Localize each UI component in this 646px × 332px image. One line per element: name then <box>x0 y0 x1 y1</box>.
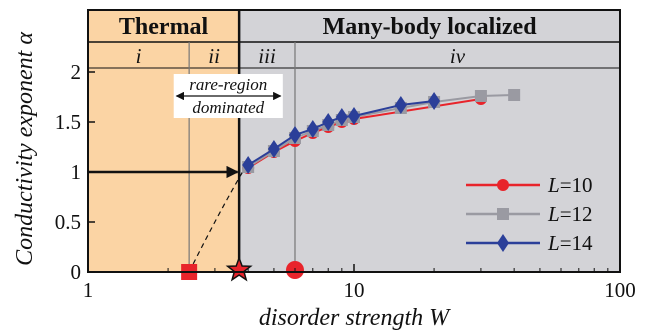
series-2-point-2 <box>288 126 301 144</box>
legend-label-l10-prefix: L <box>547 173 560 197</box>
phase-label-many-body-localized: Many-body localized <box>323 14 538 40</box>
background-layer <box>88 10 620 272</box>
series-layer <box>242 89 521 174</box>
regime-label-ii: ii <box>208 44 220 68</box>
phase-region-1 <box>239 10 620 272</box>
regime-label-i: i <box>136 44 142 68</box>
series-2-point-3 <box>306 120 319 138</box>
series-2-point-8 <box>428 92 441 110</box>
series-2-point-0 <box>242 156 255 174</box>
legend-label-l12-value: =12 <box>560 202 593 226</box>
legend-label-l10: L=10 <box>547 173 593 197</box>
regime-label-iii: iii <box>258 44 276 68</box>
series-1-point-10 <box>508 89 521 101</box>
legend-label-l14-value: =14 <box>560 231 593 255</box>
phase-region-0 <box>88 10 240 272</box>
legend-marker-0 <box>497 179 509 191</box>
x-tick-label-1: 10 <box>344 278 365 302</box>
axes-layer: 0 0.5 1 1.5 2 1 10 100 <box>55 9 636 302</box>
series-2-point-7 <box>394 96 407 114</box>
annotation-line-2: dominated <box>192 98 264 117</box>
series-1-point-9 <box>474 90 487 102</box>
y-tick-label-4: 2 <box>71 60 82 84</box>
phase-label-thermal: Thermal <box>119 14 209 40</box>
x-tick-label-2: 100 <box>604 278 636 302</box>
y-tick-label-1: 0.5 <box>55 210 81 234</box>
x-axis-label: disorder strength W <box>259 305 451 331</box>
legend-marker-1 <box>497 208 509 220</box>
legend-marker-2 <box>497 234 509 252</box>
y-tick-label-0: 0 <box>71 260 82 284</box>
legend-label-l12-prefix: L <box>547 202 560 226</box>
x-tick-label-0: 1 <box>83 278 94 302</box>
legend-label-l12: L=12 <box>547 202 593 226</box>
annotation-line-1: rare-region <box>189 75 267 94</box>
y-tick-label-3: 1.5 <box>55 110 81 134</box>
dashed-connector <box>188 169 245 273</box>
transition-marker-star <box>225 255 253 282</box>
guide-lines-layer <box>88 10 620 273</box>
legend-label-l14-prefix: L <box>547 231 560 255</box>
series-2-point-6 <box>348 107 360 125</box>
regime-label-iv: iv <box>450 44 466 68</box>
legend: L=10 L=12 L=14 <box>466 173 593 255</box>
y-axis-label: Conductivity exponent α <box>12 32 38 266</box>
series-2-point-5 <box>335 108 348 126</box>
legend-label-l10-value: =10 <box>560 173 593 197</box>
legend-label-l14: L=14 <box>547 231 593 255</box>
y-tick-label-2: 1 <box>71 160 82 184</box>
series-2-point-1 <box>267 140 280 158</box>
series-2-point-4 <box>322 113 335 131</box>
